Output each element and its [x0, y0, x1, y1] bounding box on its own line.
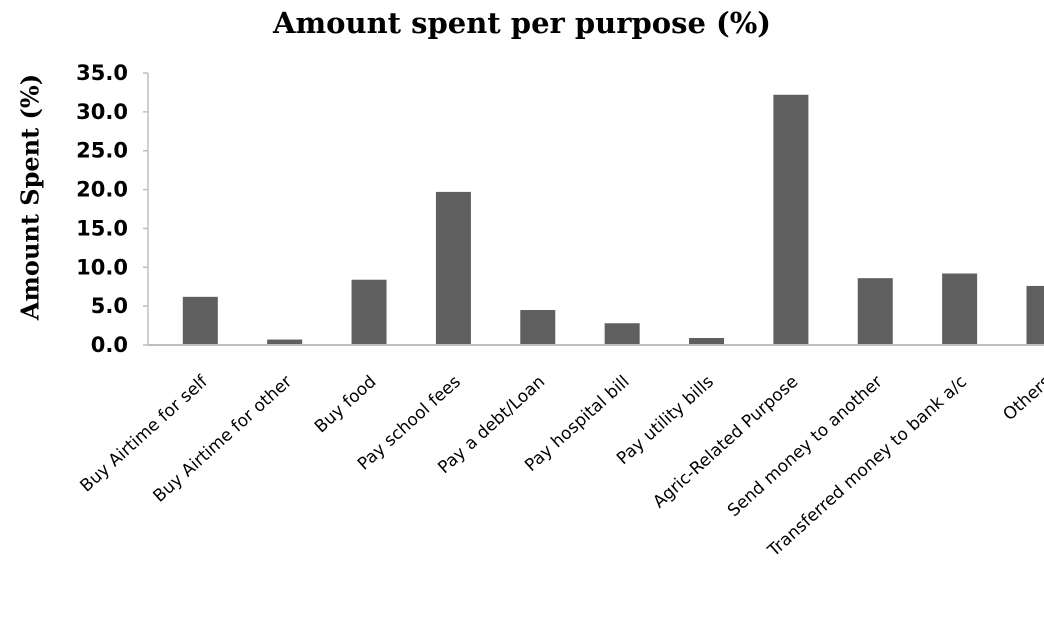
y-tick-label: 0.0 [91, 333, 128, 357]
bar [520, 310, 556, 345]
y-tick-label: 35.0 [76, 61, 128, 85]
x-tick-label: Buy Airtime for other [150, 372, 297, 507]
bar [351, 279, 387, 345]
x-tick-label: Agric-Related Purpose [649, 372, 802, 513]
bar [182, 296, 218, 345]
y-tick-label: 25.0 [76, 139, 128, 163]
y-tick-label: 30.0 [76, 100, 128, 124]
bar [267, 339, 303, 345]
bar [1026, 285, 1044, 345]
bar [773, 94, 809, 345]
y-tick-label: 5.0 [91, 294, 128, 318]
x-tick-label: Others [999, 372, 1044, 425]
y-tick-label: 10.0 [76, 255, 128, 279]
y-tick-label: 20.0 [76, 178, 128, 202]
y-tick-label: 15.0 [76, 216, 128, 240]
bar [942, 273, 978, 345]
x-tick-label: Buy food [311, 372, 380, 437]
bar [604, 323, 640, 345]
bar [857, 278, 893, 345]
bar [435, 191, 471, 345]
bar [689, 338, 725, 345]
chart-title: Amount spent per purpose (%) [272, 6, 772, 40]
x-tick-label: Send money to another [724, 372, 887, 521]
